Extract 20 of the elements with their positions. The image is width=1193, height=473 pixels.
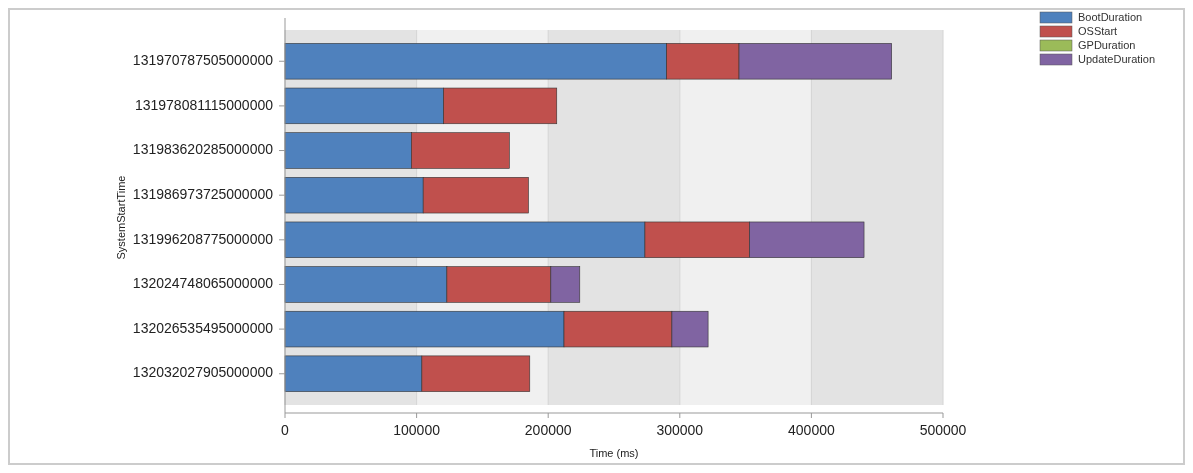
x-tick-label: 100000	[393, 422, 441, 438]
legend-label: OSStart	[1078, 25, 1118, 37]
y-tick-label: 131983620285000000	[132, 141, 274, 158]
x-axis-title: Time (ms)	[589, 447, 639, 459]
x-tick-label: 0	[281, 422, 290, 438]
y-tick-label: 132024748065000000	[132, 275, 274, 292]
y-axis-title: SystemStartTime	[115, 175, 127, 260]
y-tick-label: 131996208775000000	[132, 230, 274, 247]
x-tick-label: 300000	[656, 422, 704, 438]
legend-label: BootDuration	[1078, 11, 1143, 23]
y-tick-label: 131986973725000000	[132, 185, 274, 202]
y-tick-label: 132032027905000000	[132, 364, 274, 381]
legend-label: GPDuration	[1078, 39, 1136, 51]
x-tick-label: 200000	[524, 422, 572, 438]
x-tick-label: 500000	[919, 422, 967, 438]
x-tick-label: 400000	[788, 422, 835, 438]
y-tick-label: 131978081115000000	[134, 96, 274, 113]
legend-label: UpdateDuration	[1078, 53, 1156, 65]
y-tick-label: 132026535495000000	[132, 319, 274, 336]
y-tick-label: 131970787505000000	[132, 51, 274, 68]
